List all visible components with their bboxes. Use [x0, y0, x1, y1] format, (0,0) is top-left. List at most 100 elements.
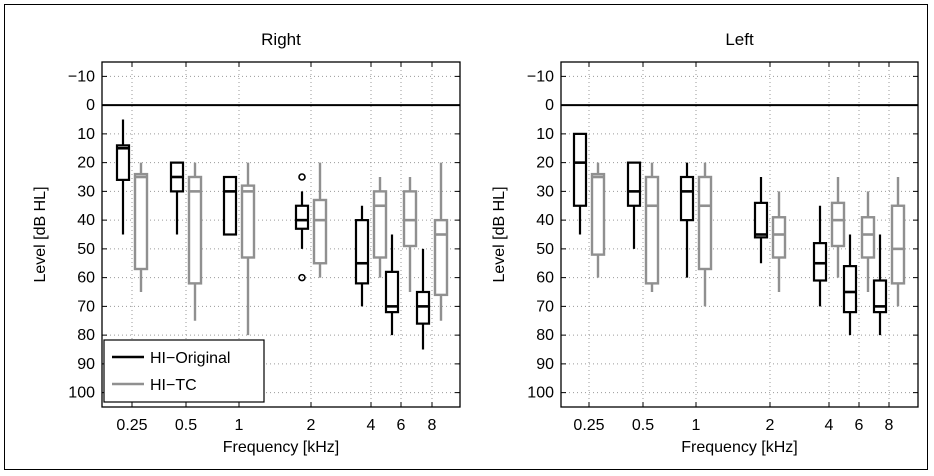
outlier-point — [298, 173, 306, 181]
box-iqr — [115, 144, 131, 181]
box-hi-original-0.25 — [572, 132, 588, 235]
figure-frame — [4, 4, 928, 470]
box-hi-tc-0.25 — [133, 162, 149, 292]
box-hi-original-4 — [354, 205, 370, 307]
legend-label: HI−Original — [150, 350, 230, 367]
chart-title: Right — [261, 30, 301, 49]
box-iqr — [812, 242, 828, 282]
y-tick-label: 50 — [77, 241, 95, 258]
box-hi-tc-6 — [402, 177, 418, 292]
y-axis-label: Level [dB HL] — [491, 186, 508, 282]
legend-box — [103, 339, 265, 403]
x-tick-label: 0.25 — [573, 417, 604, 434]
box-hi-original-0.5 — [626, 161, 642, 249]
y-tick-label: 0 — [86, 97, 95, 114]
x-tick-label: 0.25 — [116, 417, 147, 434]
box-hi-tc-8 — [890, 177, 906, 307]
box-hi-original-2 — [294, 173, 310, 282]
box-hi-tc-1 — [697, 162, 713, 307]
chart-panel-right: −10 0 10 20 30 40 50 60 70 80 90 100 0.25 0.5 1 2 4 6 8 Rig… — [32, 30, 461, 456]
box-hi-original-2 — [753, 177, 769, 264]
x-tick-label: 6 — [397, 417, 406, 434]
x-tick-label: 8 — [885, 417, 894, 434]
box-hi-tc-0.25 — [590, 162, 606, 278]
plot-area-border — [560, 61, 919, 408]
x-axis-label: Frequency [kHz] — [681, 439, 797, 456]
x-axis-label: Frequency [kHz] — [223, 439, 339, 456]
y-tick-label: 50 — [536, 241, 554, 258]
box-hi-tc-6 — [860, 191, 876, 292]
y-tick-label: −10 — [527, 68, 554, 85]
x-tick-label: 4 — [367, 417, 376, 434]
box-hi-original-6 — [842, 234, 858, 336]
box-iqr — [384, 270, 400, 314]
box-iqr — [679, 175, 695, 222]
legend: HI−Original HI−TC — [103, 339, 265, 403]
x-tick-label: 0.5 — [175, 417, 197, 434]
x-tick-label: 1 — [692, 417, 701, 434]
box-hi-tc-2 — [771, 191, 787, 292]
box-iqr — [354, 219, 370, 285]
y-tick-label: 100 — [68, 385, 95, 402]
y-tick-label: −10 — [68, 68, 95, 85]
y-tick-label: 20 — [536, 155, 554, 172]
box-iqr — [590, 172, 606, 256]
box-iqr — [294, 204, 310, 230]
y-tick-label: 30 — [536, 183, 554, 200]
x-tick-label: 0.5 — [632, 417, 654, 434]
box-hi-tc-2 — [312, 162, 328, 278]
y-tick-label: 10 — [77, 126, 95, 143]
box-hi-original-1 — [679, 162, 695, 278]
box-hi-original-8 — [415, 248, 431, 350]
y-tick-label: 10 — [536, 126, 554, 143]
box-iqr — [240, 184, 256, 259]
y-tick-label: 20 — [77, 155, 95, 172]
box-hi-tc-0.5 — [187, 162, 203, 321]
plot-area-border — [101, 61, 461, 408]
box-iqr — [626, 161, 642, 207]
box-hi-tc-8 — [433, 162, 449, 321]
x-tick-label: 4 — [825, 417, 834, 434]
y-tick-label: 90 — [536, 356, 554, 373]
y-tick-label: 80 — [536, 327, 554, 344]
outlier-point — [298, 273, 306, 282]
box-hi-tc-0.5 — [644, 162, 660, 292]
box-iqr — [222, 175, 238, 236]
box-iqr — [415, 290, 431, 325]
box-iqr — [312, 198, 328, 265]
box-iqr — [697, 175, 713, 271]
y-tick-label: 60 — [536, 270, 554, 287]
box-iqr — [753, 201, 769, 239]
y-tick-label: 80 — [77, 327, 95, 344]
box-hi-original-4 — [812, 205, 828, 307]
legend-label: HI−TC — [150, 377, 197, 394]
x-tick-label: 2 — [307, 417, 316, 434]
chart-panel-left: −10 0 10 20 30 40 50 60 70 80 90 100 0.25 0.5 1 2 4 6 8 Lef… — [491, 30, 919, 456]
y-tick-label: 60 — [77, 270, 95, 287]
y-tick-label: 100 — [527, 385, 554, 402]
box-hi-original-0.5 — [169, 161, 185, 235]
box-iqr — [133, 172, 149, 271]
box-hi-tc-1 — [240, 162, 256, 336]
y-axis-label: Level [dB HL] — [32, 186, 49, 282]
y-tick-label: 40 — [77, 212, 95, 229]
y-tick-label: 0 — [545, 97, 554, 114]
y-tick-label: 40 — [536, 212, 554, 229]
box-iqr — [372, 190, 388, 259]
chart-title: Left — [725, 30, 754, 49]
y-tick-label: 70 — [536, 298, 554, 315]
box-iqr — [187, 175, 203, 285]
box-iqr — [860, 216, 876, 259]
box-iqr — [572, 132, 588, 207]
box-iqr — [830, 201, 846, 248]
box-iqr — [842, 265, 858, 314]
y-tick-label: 30 — [77, 183, 95, 200]
box-hi-original-8 — [872, 234, 888, 336]
box-iqr — [433, 218, 449, 297]
box-hi-original-6 — [384, 234, 400, 336]
x-tick-label: 6 — [855, 417, 864, 434]
x-tick-label: 2 — [766, 417, 775, 434]
y-tick-label: 90 — [77, 356, 95, 373]
box-iqr — [890, 204, 906, 285]
